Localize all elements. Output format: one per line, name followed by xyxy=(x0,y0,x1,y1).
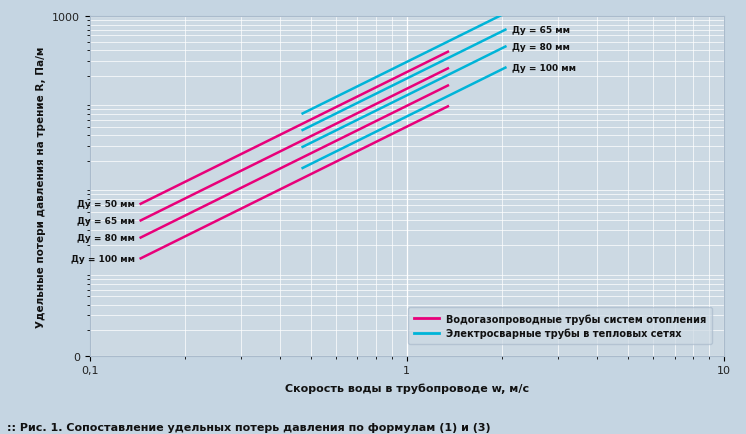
Text: Ду = 80 мм: Ду = 80 мм xyxy=(513,43,570,52)
Text: Ду = 50 мм: Ду = 50 мм xyxy=(0,433,1,434)
Text: Ду = 80 мм: Ду = 80 мм xyxy=(78,233,135,243)
Legend: Водогазопроводные трубы систем отопления, Электросварные трубы в тепловых сетях: Водогазопроводные трубы систем отопления… xyxy=(408,308,712,344)
Text: Ду = 65 мм: Ду = 65 мм xyxy=(513,26,571,35)
X-axis label: Скорость воды в трубопроводе w, м/с: Скорость воды в трубопроводе w, м/с xyxy=(284,382,529,393)
Y-axis label: Удельные потери давления на трение R, Па/м: Удельные потери давления на трение R, Па… xyxy=(37,46,46,327)
Text: :: Рис. 1. Сопоставление удельных потерь давления по формулам (1) и (3): :: Рис. 1. Сопоставление удельных потерь… xyxy=(7,422,491,432)
Text: Ду = 100 мм: Ду = 100 мм xyxy=(71,254,135,263)
Text: Ду = 100 мм: Ду = 100 мм xyxy=(513,64,577,73)
Text: Ду = 50 мм: Ду = 50 мм xyxy=(78,200,135,209)
Text: Ду = 65 мм: Ду = 65 мм xyxy=(77,217,135,225)
